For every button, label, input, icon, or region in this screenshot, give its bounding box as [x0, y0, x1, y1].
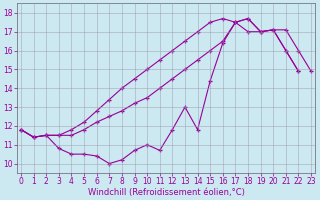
X-axis label: Windchill (Refroidissement éolien,°C): Windchill (Refroidissement éolien,°C) [88, 188, 244, 197]
